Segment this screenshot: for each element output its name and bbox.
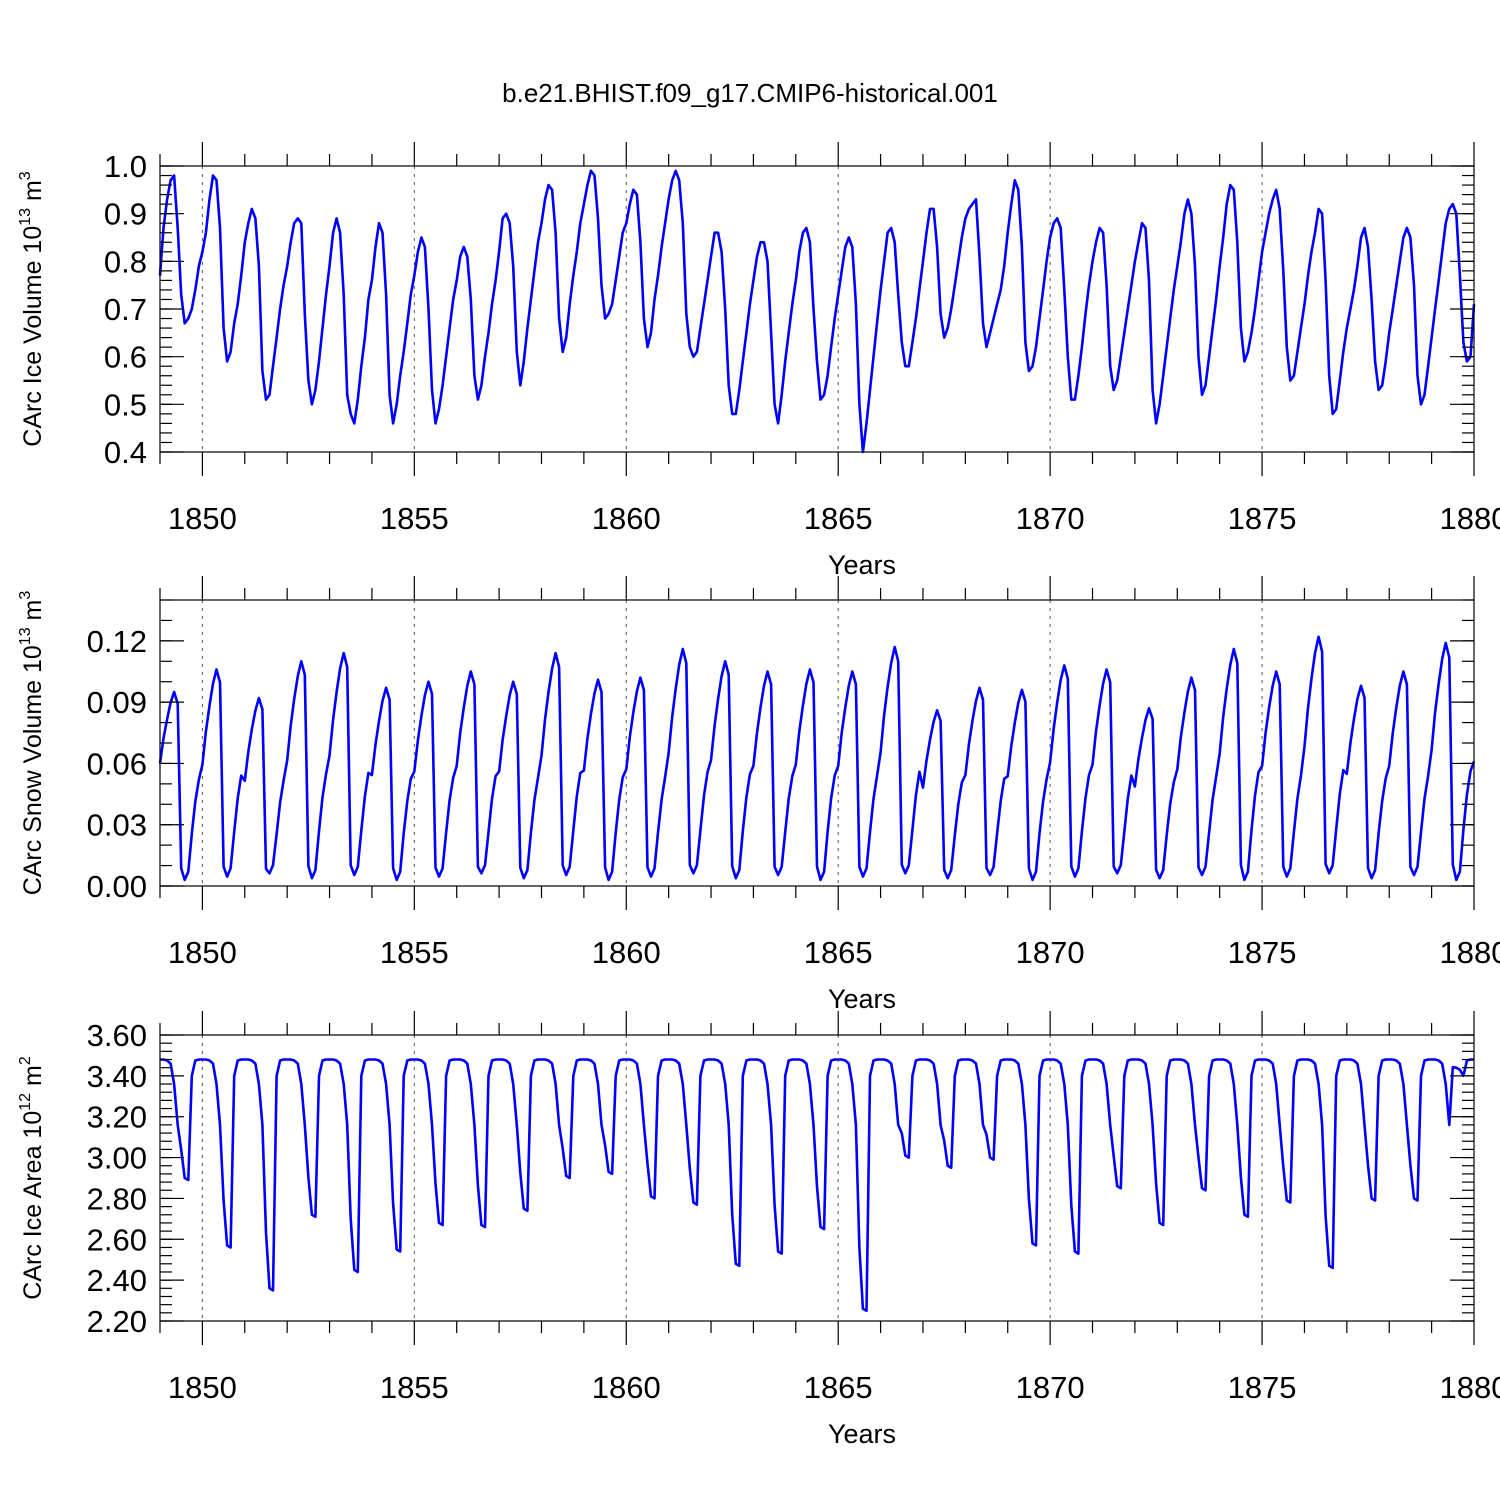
y-tick-label: 0.06 <box>87 746 147 781</box>
y-tick-label: 0.5 <box>104 387 147 422</box>
x-tick-label: 1875 <box>1228 501 1297 536</box>
y-tick-label: 2.40 <box>87 1263 147 1298</box>
x-tick-label: 1855 <box>380 935 449 970</box>
x-tick-label: 1865 <box>804 935 873 970</box>
y-tick-label: 0.9 <box>104 197 147 232</box>
x-tick-label: 1850 <box>168 935 237 970</box>
plot-frame <box>159 1034 1475 1322</box>
x-tick-label: 1855 <box>380 1370 449 1405</box>
x-tick-label: 1850 <box>168 1370 237 1405</box>
x-tick-label: 1870 <box>1016 501 1085 536</box>
x-tick-label: 1860 <box>592 935 661 970</box>
y-tick-label: 0.6 <box>104 340 147 375</box>
y-tick-label: 1.0 <box>104 149 147 184</box>
panel-ice-volume: 1850 1855 1860 1865 1870 1875 1880 0.4 0.5 0.6 0.7… <box>17 142 1500 580</box>
y-tick-label: 0.12 <box>87 624 147 659</box>
x-tick-label: 1870 <box>1016 1370 1085 1405</box>
y-tick-label: 0.09 <box>87 685 147 720</box>
x-axis-label: Years <box>828 1419 896 1449</box>
x-tick-label: 1865 <box>804 1370 873 1405</box>
x-tick-label: 1875 <box>1228 1370 1297 1405</box>
ice-area-series-line <box>160 1058 1474 1313</box>
x-tick-label: 1855 <box>380 501 449 536</box>
y-tick-label: 0.4 <box>104 435 147 470</box>
x-axis-label: Years <box>828 984 896 1014</box>
y-tick-label: 2.20 <box>87 1304 147 1339</box>
x-tick-label: 1860 <box>592 501 661 536</box>
y-axis-label: CArc Snow Volume 1013 m3 <box>17 591 47 896</box>
x-tick-label: 1865 <box>804 501 873 536</box>
y-tick-label: 3.00 <box>87 1141 147 1176</box>
snow-volume-series-line <box>158 635 1476 882</box>
y-axis-label: CArc Ice Area 1012 m2 <box>17 1056 47 1300</box>
x-tick-label: 1880 <box>1440 1370 1500 1405</box>
x-tick-label: 1860 <box>592 1370 661 1405</box>
x-tick-label: 1875 <box>1228 935 1297 970</box>
y-tick-label: 3.60 <box>87 1018 147 1053</box>
x-tick-label: 1880 <box>1440 501 1500 536</box>
panel-snow-volume: 1850 1855 1860 1865 1870 1875 1880 0.00 0.03 0.06… <box>17 576 1500 1014</box>
ice-volume-series-line <box>158 169 1476 454</box>
y-axis-label: CArc Ice Volume 1013 m3 <box>17 171 47 447</box>
x-tick-label: 1870 <box>1016 935 1085 970</box>
y-tick-label: 0.8 <box>104 244 147 279</box>
x-tick-label: 1880 <box>1440 935 1500 970</box>
chart-title: b.e21.BHIST.f09_g17.CMIP6-historical.001 <box>502 78 998 108</box>
y-tick-label: 3.20 <box>87 1100 147 1135</box>
x-tick-label: 1850 <box>168 501 237 536</box>
y-tick-label: 0.03 <box>87 808 147 843</box>
y-tick-label: 0.7 <box>104 292 147 327</box>
x-axis-label: Years <box>828 550 896 580</box>
y-tick-label: 3.40 <box>87 1059 147 1094</box>
panel-ice-area: 1850 1855 1860 1865 1870 1875 1880 2.20 2.40 2.60… <box>17 1011 1500 1449</box>
y-tick-label: 2.60 <box>87 1222 147 1257</box>
y-tick-label: 0.00 <box>87 869 147 904</box>
y-tick-label: 2.80 <box>87 1181 147 1216</box>
